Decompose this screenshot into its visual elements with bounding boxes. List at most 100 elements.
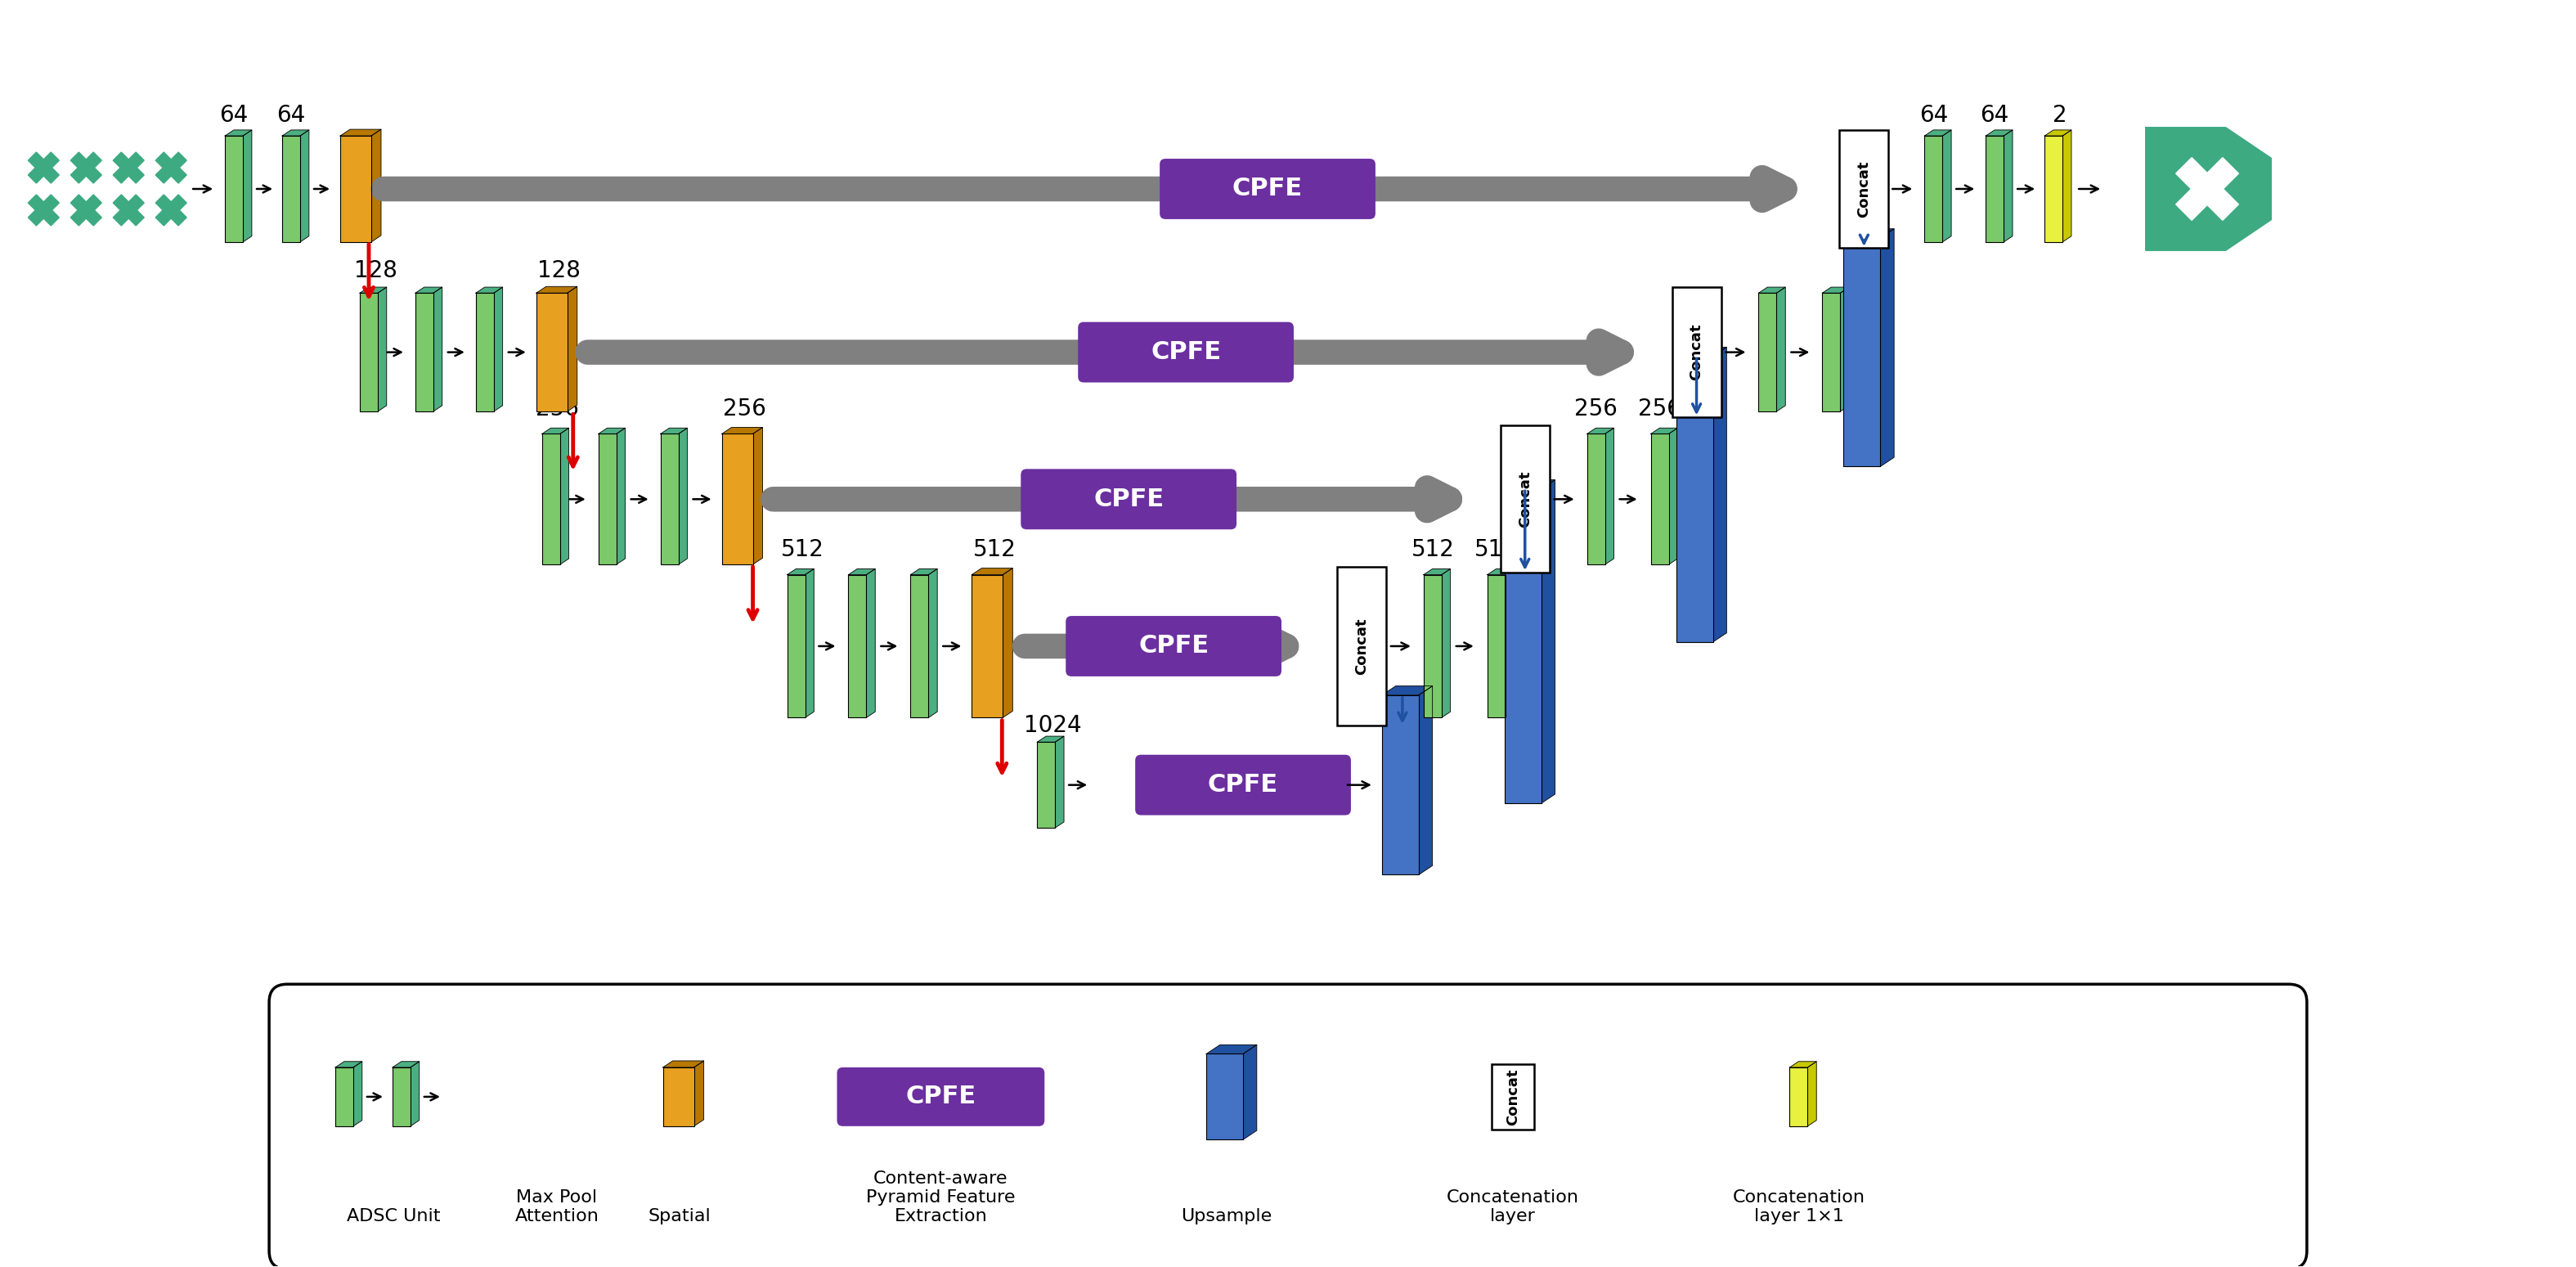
Polygon shape	[283, 136, 301, 242]
FancyBboxPatch shape	[1020, 469, 1236, 530]
Polygon shape	[1504, 480, 1556, 489]
Polygon shape	[1504, 489, 1540, 803]
Polygon shape	[1986, 131, 2012, 136]
Polygon shape	[866, 569, 876, 717]
Polygon shape	[70, 195, 100, 226]
Polygon shape	[1002, 568, 1012, 717]
Text: 64: 64	[1919, 104, 1947, 127]
Polygon shape	[598, 433, 616, 565]
Polygon shape	[392, 1067, 410, 1126]
Polygon shape	[788, 569, 814, 575]
Text: Concat: Concat	[1355, 618, 1368, 674]
Polygon shape	[1381, 696, 1419, 874]
Text: CPFE: CPFE	[1139, 635, 1208, 658]
Polygon shape	[1839, 288, 1850, 412]
FancyBboxPatch shape	[837, 1067, 1043, 1126]
Text: Concat: Concat	[1517, 471, 1533, 527]
Polygon shape	[1844, 238, 1880, 466]
FancyBboxPatch shape	[268, 984, 2308, 1267]
Polygon shape	[2004, 131, 2012, 242]
Polygon shape	[415, 288, 443, 293]
Polygon shape	[113, 152, 144, 184]
Polygon shape	[721, 427, 762, 433]
Polygon shape	[28, 152, 59, 184]
Polygon shape	[1808, 1062, 1816, 1126]
Polygon shape	[477, 293, 495, 412]
Polygon shape	[541, 428, 569, 433]
Polygon shape	[541, 433, 559, 565]
Polygon shape	[1677, 347, 1726, 356]
Polygon shape	[752, 427, 762, 565]
FancyBboxPatch shape	[1337, 566, 1386, 726]
Text: CPFE: CPFE	[1092, 488, 1164, 511]
Polygon shape	[2063, 131, 2071, 242]
Text: 256: 256	[1574, 398, 1618, 421]
Text: 128: 128	[353, 260, 397, 283]
Polygon shape	[415, 293, 433, 412]
Polygon shape	[971, 568, 1012, 575]
Polygon shape	[848, 569, 876, 575]
Text: 256: 256	[536, 398, 580, 421]
Text: 256: 256	[1638, 398, 1682, 421]
Polygon shape	[1038, 742, 1056, 827]
Polygon shape	[2177, 157, 2239, 220]
Polygon shape	[693, 1060, 703, 1126]
Polygon shape	[70, 195, 100, 226]
Polygon shape	[1504, 569, 1515, 717]
Polygon shape	[2045, 131, 2071, 136]
Text: CPFE: CPFE	[1208, 773, 1278, 797]
Text: Concat: Concat	[1690, 324, 1703, 380]
Polygon shape	[224, 131, 252, 136]
Polygon shape	[536, 293, 567, 412]
Text: Concat: Concat	[1857, 161, 1870, 218]
Text: 512: 512	[781, 538, 824, 561]
Polygon shape	[1942, 131, 1950, 242]
Polygon shape	[1587, 428, 1613, 433]
Polygon shape	[1206, 1045, 1257, 1054]
Polygon shape	[335, 1067, 353, 1126]
Polygon shape	[242, 131, 252, 242]
Polygon shape	[909, 569, 938, 575]
Polygon shape	[410, 1062, 420, 1126]
Polygon shape	[559, 428, 569, 565]
Text: Content-aware
Pyramid Feature
Extraction: Content-aware Pyramid Feature Extraction	[866, 1171, 1015, 1225]
FancyBboxPatch shape	[1839, 129, 1888, 248]
Polygon shape	[788, 575, 806, 717]
Polygon shape	[1821, 288, 1850, 293]
Polygon shape	[1759, 293, 1777, 412]
FancyBboxPatch shape	[1492, 1064, 1533, 1129]
Polygon shape	[113, 195, 144, 226]
Polygon shape	[1821, 293, 1839, 412]
FancyBboxPatch shape	[1066, 616, 1280, 677]
Polygon shape	[301, 131, 309, 242]
Text: CPFE: CPFE	[1151, 341, 1221, 364]
Text: 512: 512	[974, 538, 1018, 561]
Text: 64: 64	[219, 104, 247, 127]
Polygon shape	[909, 575, 927, 717]
Polygon shape	[1244, 1045, 1257, 1139]
Text: CPFE: CPFE	[1231, 177, 1303, 200]
Polygon shape	[1759, 288, 1785, 293]
Polygon shape	[113, 152, 144, 184]
Text: Spatial: Spatial	[649, 1209, 711, 1225]
Polygon shape	[616, 428, 626, 565]
Polygon shape	[677, 428, 688, 565]
Polygon shape	[361, 293, 379, 412]
Polygon shape	[433, 288, 443, 412]
FancyBboxPatch shape	[1672, 286, 1721, 418]
Polygon shape	[2146, 128, 2272, 250]
Polygon shape	[28, 195, 59, 226]
Polygon shape	[536, 286, 577, 293]
Polygon shape	[598, 428, 626, 433]
Polygon shape	[361, 288, 386, 293]
Polygon shape	[1790, 1062, 1816, 1067]
Polygon shape	[340, 136, 371, 242]
Polygon shape	[1443, 569, 1450, 717]
Polygon shape	[379, 288, 386, 412]
Text: Max Pool
Attention: Max Pool Attention	[515, 1190, 598, 1225]
Polygon shape	[392, 1062, 420, 1067]
Polygon shape	[1651, 433, 1669, 565]
Polygon shape	[659, 433, 677, 565]
Polygon shape	[1844, 229, 1893, 238]
Polygon shape	[1419, 685, 1432, 874]
